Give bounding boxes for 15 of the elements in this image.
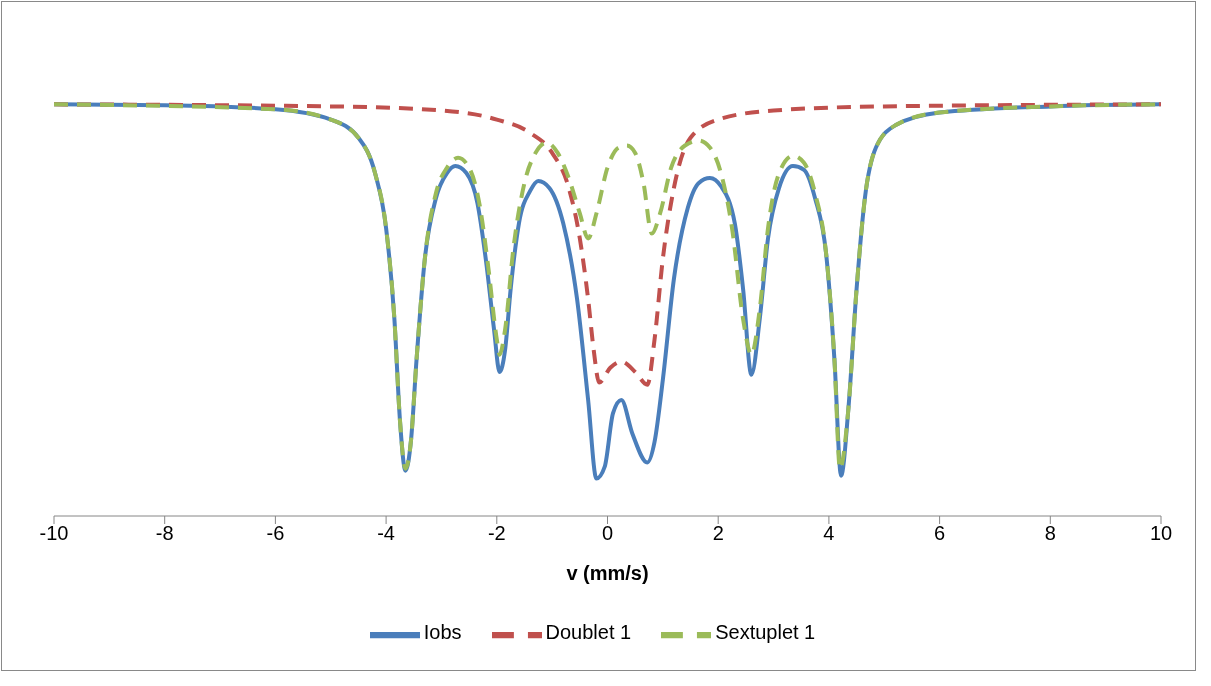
legend-label: Iobs [423, 621, 462, 644]
x-tick-label: 4 [823, 522, 835, 545]
x-tick-label: 10 [1149, 522, 1173, 545]
x-tick-label: -8 [155, 522, 174, 545]
x-tick-label: 0 [601, 522, 614, 545]
x-tick-label: -2 [487, 522, 506, 545]
x-tick-label: -4 [377, 522, 395, 545]
x-tick-label: 8 [1044, 522, 1056, 545]
x-tick-label: 2 [712, 522, 724, 545]
legend-label: Doublet 1 [545, 621, 632, 644]
legend-label: Sextuplet 1 [715, 621, 816, 644]
x-tick-label: -10 [39, 522, 69, 545]
x-tick-label: -6 [266, 522, 285, 545]
x-tick-label: 6 [934, 522, 946, 545]
x-axis-title: v (mm/s) [566, 562, 649, 584]
